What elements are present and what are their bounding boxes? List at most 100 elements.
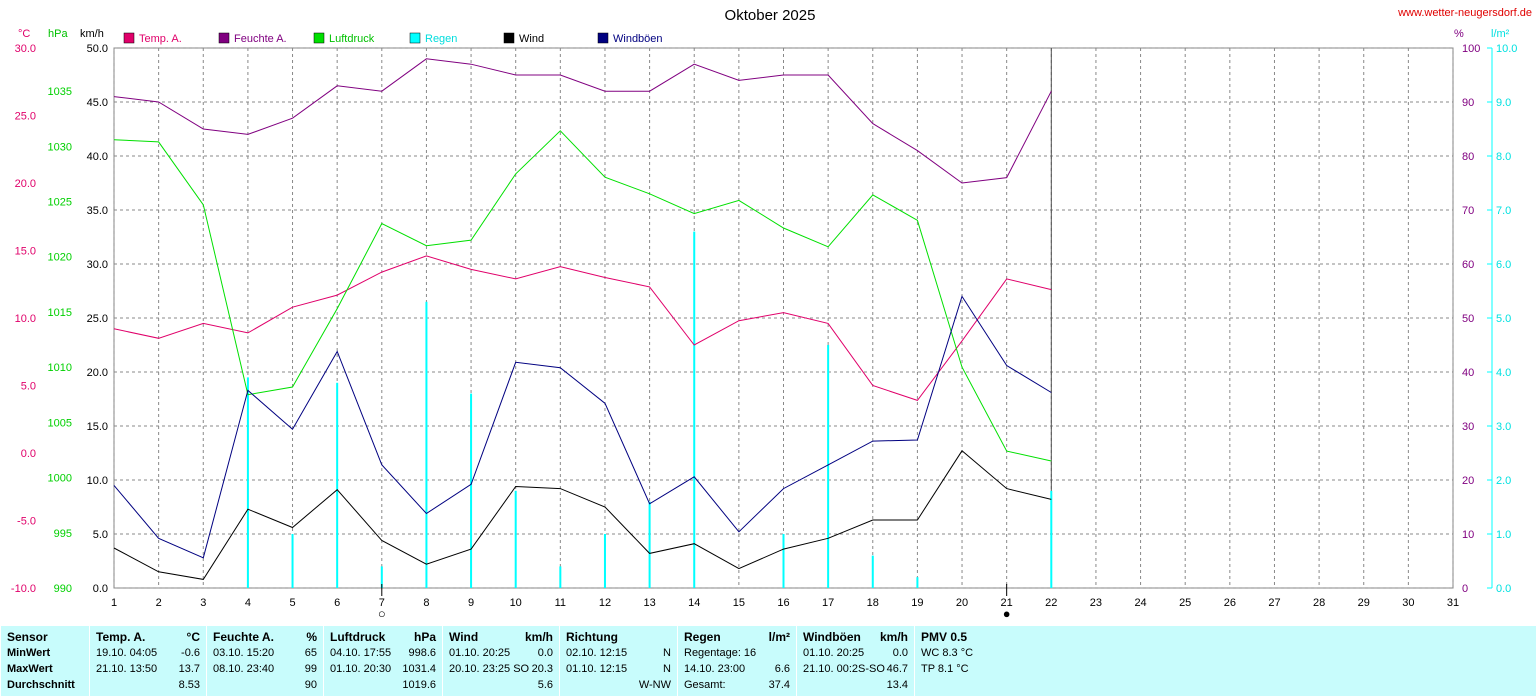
table-row: Durchschnitt (1, 677, 89, 693)
legend-label-humid: Feuchte A. (234, 33, 287, 45)
table-cell-value: 90 (304, 679, 317, 691)
x-tick-label: 2 (156, 597, 162, 609)
humid-tick-label: 50 (1462, 313, 1474, 325)
rain-bar (603, 534, 606, 588)
table-header: Feuchte A.% (207, 629, 323, 645)
table-row: 02.10. 12:15 N (560, 645, 677, 661)
temp-tick-label: 25.0 (15, 111, 36, 123)
rain-bar (559, 566, 562, 588)
rain-bar (1050, 490, 1053, 588)
x-tick-label: 11 (555, 597, 566, 609)
rain-tick-label: 4.0 (1496, 367, 1511, 379)
temp-tick-label: 20.0 (15, 178, 36, 190)
legend-label-rain: Regen (425, 33, 457, 45)
table-cell: 01.10. 12:15 (566, 663, 628, 675)
table-cell-value: -0.6 (181, 647, 200, 659)
press-tick-label: 1000 (48, 473, 72, 485)
temp-tick-label: -10.0 (11, 583, 36, 595)
x-tick-label: 15 (733, 597, 745, 609)
table-row: Regentage: 16 (678, 645, 796, 661)
table-column: PMV 0.5 WC 8.3 °C TP 8.1 °C (914, 626, 1536, 696)
humid-tick-label: 20 (1462, 475, 1474, 487)
table-row: 90 (207, 677, 323, 693)
x-tick-label: 30 (1402, 597, 1414, 609)
press-tick-label: 990 (54, 583, 72, 595)
temp-tick-label: -5.0 (17, 516, 36, 528)
statistics-table: Sensor MinWert MaxWert Durchschnitt Temp. A.… (0, 626, 1536, 696)
speed-tick-label: 25.0 (87, 313, 108, 325)
rain-bar (425, 301, 428, 588)
speed-tick-label: 15.0 (87, 421, 108, 433)
table-header: Regen l/m² (678, 629, 796, 645)
speed-tick-label: 20.0 (87, 367, 108, 379)
table-header-title: Luftdruck (330, 630, 386, 644)
table-column: Wind km/h 01.10. 20:25 0.0 20.10. 23:25 SO 20… (442, 626, 559, 696)
windb-en-line (113, 295, 1052, 559)
rain-bar (336, 382, 339, 588)
table-cell: MaxWert (7, 663, 53, 675)
table-row: 13.4 (797, 677, 914, 693)
x-tick-label: 28 (1313, 597, 1325, 609)
table-row: 08.10. 23:40 99 (207, 661, 323, 677)
table-header-unit: hPa (413, 630, 436, 644)
table-header-title: Sensor (7, 630, 48, 644)
x-tick-label: 13 (643, 597, 655, 609)
table-header-unit: km/h (524, 630, 553, 644)
table-cell: Durchschnitt (7, 679, 75, 691)
table-row: 1019.6 (324, 677, 442, 693)
x-tick-label: 20 (956, 597, 968, 609)
press-tick-label: 1010 (48, 362, 72, 374)
x-tick-label: 27 (1268, 597, 1280, 609)
table-cell-value: 1031.4 (402, 663, 436, 675)
table-cell: 08.10. 23:40 (213, 663, 275, 675)
rain-tick-label: 2.0 (1496, 475, 1511, 487)
table-cell-value: W-NW (638, 679, 671, 691)
humid-unit-label: % (1454, 28, 1464, 40)
rain-tick-label: 10.0 (1496, 43, 1517, 55)
x-tick-label: 31 (1447, 597, 1459, 609)
table-row: 01.10. 12:15 N (560, 661, 677, 677)
rain-unit-label: l/m² (1491, 28, 1510, 40)
press-tick-label: 1030 (48, 141, 72, 153)
table-row: 01.10. 20:30 1031.4 (324, 661, 442, 677)
moon-phase-symbol: ● (1003, 606, 1011, 621)
speed-tick-label: 0.0 (93, 583, 108, 595)
table-row (915, 677, 1536, 693)
x-tick-label: 10 (510, 597, 522, 609)
table-cell: Gesamt: (684, 679, 726, 691)
table-cell-value: 37.4 (768, 679, 790, 691)
legend-label-wind: Wind (519, 33, 544, 45)
humid-tick-label: 30 (1462, 421, 1474, 433)
table-cell-value: N (663, 647, 671, 659)
x-tick-label: 25 (1179, 597, 1191, 609)
feuchte-a-line (113, 58, 1052, 184)
table-cell: 04.10. 17:55 (330, 647, 392, 659)
table-row: 21.10. 13:50 13.7 (90, 661, 206, 677)
legend-swatch-rain (409, 32, 421, 44)
speed-tick-label: 10.0 (87, 475, 108, 487)
table-row: 20.10. 23:25 SO 20.3 (443, 661, 559, 677)
rain-bar (246, 377, 249, 588)
table-row: WC 8.3 °C (915, 645, 1536, 661)
table-header-title: PMV 0.5 (921, 630, 968, 644)
table-column: Sensor MinWert MaxWert Durchschnitt (0, 626, 89, 696)
table-cell-value: 0.0 (892, 647, 908, 659)
speed-tick-label: 5.0 (93, 529, 108, 541)
rain-tick-label: 7.0 (1496, 205, 1511, 217)
table-row: MinWert (1, 645, 89, 661)
humid-tick-label: 10 (1462, 529, 1474, 541)
speed-tick-label: 45.0 (87, 97, 108, 109)
table-header-title: Windböen (803, 630, 861, 644)
rain-bar (470, 393, 473, 588)
x-tick-label: 1 (111, 597, 117, 609)
site-link[interactable]: www.wetter-neugersdorf.de (1397, 7, 1532, 19)
table-cell-value: 998.6 (408, 647, 436, 659)
table-cell-value: N (663, 663, 671, 675)
table-row: 01.10. 20:25 0.0 (443, 645, 559, 661)
table-row: 21.10. 00:2S-SO 46.7 (797, 661, 914, 677)
table-header-title: Wind (449, 630, 479, 644)
press-tick-label: 995 (54, 528, 72, 540)
table-cell: 03.10. 15:20 (213, 647, 275, 659)
x-tick-label: 24 (1134, 597, 1146, 609)
rain-bar (871, 555, 874, 588)
